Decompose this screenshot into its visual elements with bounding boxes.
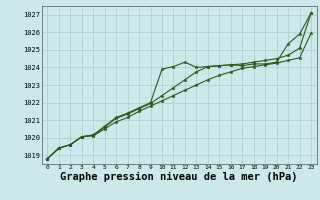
X-axis label: Graphe pression niveau de la mer (hPa): Graphe pression niveau de la mer (hPa): [60, 172, 298, 182]
